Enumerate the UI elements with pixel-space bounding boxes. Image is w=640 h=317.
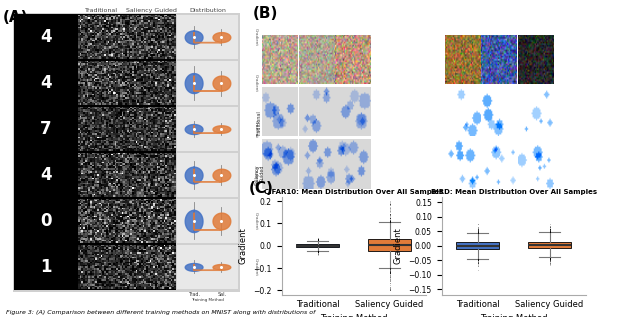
Text: (C): (C) (248, 181, 273, 196)
Text: Gradient: Gradient (253, 212, 257, 230)
Text: Training Method: Training Method (191, 298, 224, 302)
Text: 4: 4 (40, 166, 51, 184)
Text: Traditional: Traditional (85, 8, 118, 13)
Text: Gradient: Gradient (253, 120, 257, 138)
PathPatch shape (296, 244, 339, 247)
Text: Gradient: Gradient (253, 258, 257, 276)
Text: Figure 3: (A) Comparison between different training methods on MNIST along with : Figure 3: (A) Comparison between differe… (6, 310, 316, 315)
Text: Gradient: Gradient (253, 28, 257, 46)
X-axis label: Training Method: Training Method (480, 314, 547, 317)
Text: 1: 1 (40, 258, 51, 276)
Text: Gradient: Gradient (253, 166, 257, 184)
Text: Gradient: Gradient (253, 74, 257, 92)
Text: 7: 7 (40, 120, 51, 138)
Text: Distribution: Distribution (189, 8, 227, 13)
Title: CIFAR10: Mean Distribution Over All Samples: CIFAR10: Mean Distribution Over All Samp… (264, 189, 444, 195)
Y-axis label: Gradient: Gradient (394, 227, 403, 264)
Text: 0: 0 (40, 212, 51, 230)
Y-axis label: Traditional: Traditional (257, 112, 262, 138)
Title: BIRD: Mean Distribution Over All Samples: BIRD: Mean Distribution Over All Samples (431, 189, 596, 195)
Y-axis label: Saliency
Guided: Saliency Guided (254, 164, 265, 184)
PathPatch shape (528, 242, 571, 248)
Text: (A): (A) (3, 10, 29, 24)
Text: Sal.: Sal. (217, 292, 226, 297)
PathPatch shape (368, 239, 412, 251)
Text: Trad.: Trad. (188, 292, 200, 297)
Text: (B): (B) (253, 6, 278, 21)
Text: 4: 4 (40, 28, 51, 46)
X-axis label: Training Method: Training Method (320, 314, 387, 317)
Y-axis label: Gradient: Gradient (239, 227, 248, 264)
PathPatch shape (456, 243, 499, 249)
Text: 4: 4 (40, 74, 51, 92)
Text: Saliency Guided: Saliency Guided (126, 8, 177, 13)
